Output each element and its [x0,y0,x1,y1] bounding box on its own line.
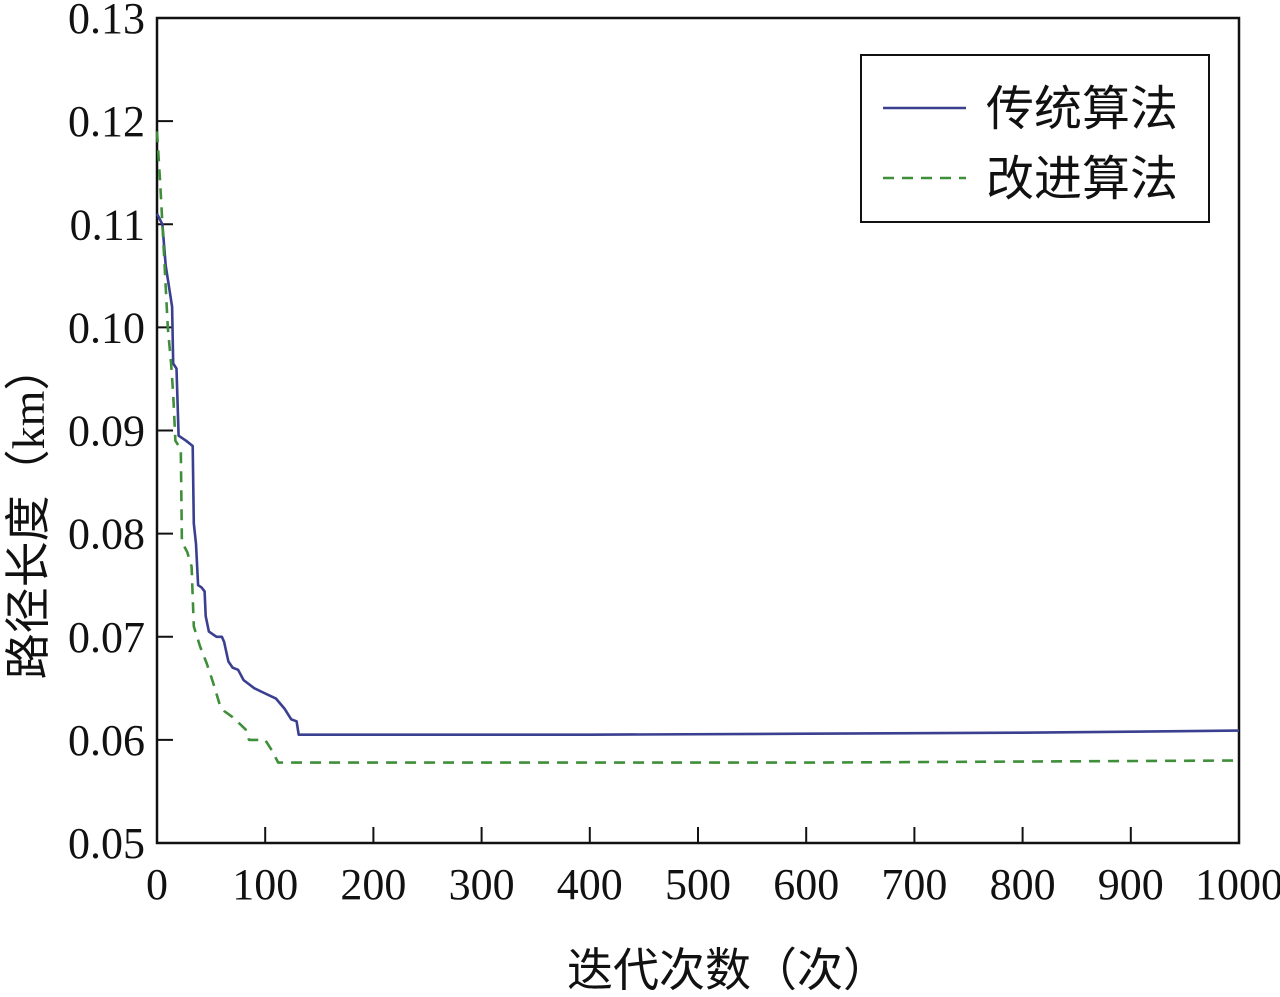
x-axis-title: 迭代次数（次） [567,945,889,996]
x-tick-label: 700 [881,860,947,909]
y-tick-label: 0.09 [68,407,145,456]
x-tick-label: 200 [340,860,406,909]
y-tick-label: 0.11 [70,200,145,249]
series-lines [155,131,1240,764]
y-axis-title: 路径长度（km） [3,345,54,680]
y-tick-label: 0.05 [68,819,145,868]
y-tick-label: 0.08 [68,510,145,559]
series-line-2 [155,131,1240,764]
y-tick-label: 0.12 [68,97,145,146]
x-tick-label: 400 [557,860,623,909]
y-tick-label: 0.06 [68,716,145,765]
x-tick-label: 300 [449,860,515,909]
y-tick-label: 0.10 [68,303,145,352]
x-tick-label: 800 [990,860,1056,909]
legend-box [860,54,1210,223]
x-tick-label: 900 [1098,860,1164,909]
axis-ticks: 0 100 200 300 400 500 600 700 800 900 1000 0.05 0.06… [68,0,1280,909]
x-tick-label: 500 [665,860,731,909]
series-line-1 [155,213,1240,736]
x-tick-label: 600 [773,860,839,909]
legend-label-2: 改进算法 [986,153,1178,206]
y-tick-label: 0.13 [68,0,145,43]
legend-label-1: 传统算法 [986,83,1178,136]
x-tick-label: 1000 [1195,860,1280,909]
x-tick-label: 100 [232,860,298,909]
y-tick-label: 0.07 [68,613,145,662]
x-tick-label: 0 [146,860,168,909]
